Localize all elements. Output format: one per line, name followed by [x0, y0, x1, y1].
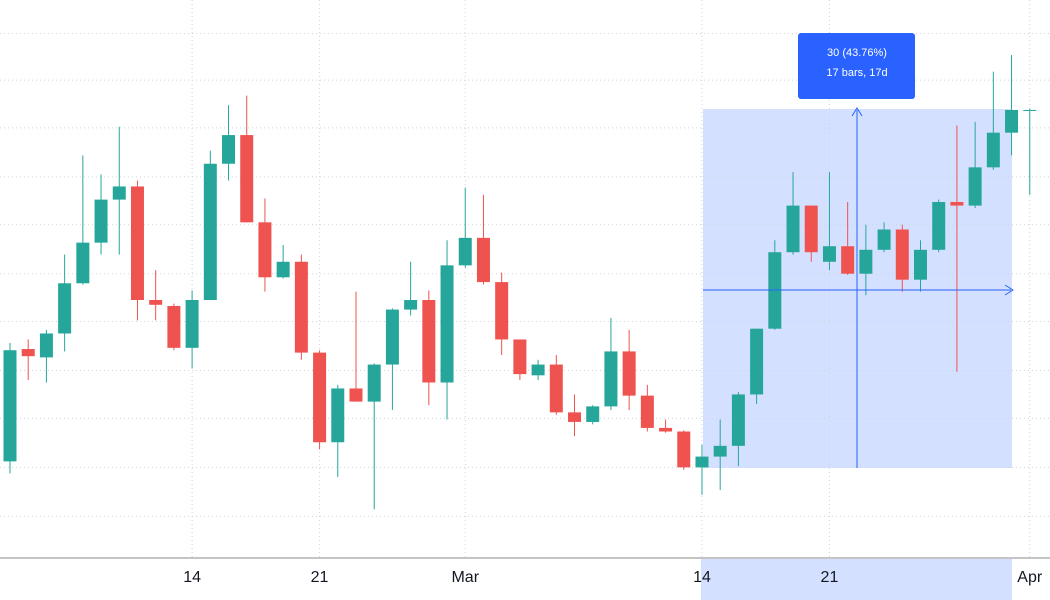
x-tick-label: 14 [693, 569, 711, 586]
body [112, 186, 126, 200]
body [331, 388, 345, 443]
body [822, 246, 836, 262]
body [1005, 109, 1019, 133]
x-tick-label: Mar [451, 569, 479, 586]
body [640, 395, 654, 428]
body [695, 456, 709, 468]
body [39, 333, 53, 358]
body [185, 300, 199, 348]
body [950, 202, 964, 206]
body [659, 427, 673, 432]
v-arrow-head [851, 107, 863, 117]
body [94, 199, 108, 243]
body [513, 339, 527, 375]
body [276, 261, 290, 278]
body [531, 364, 545, 376]
body [167, 305, 181, 348]
body [914, 249, 927, 280]
body [604, 351, 618, 407]
body [495, 282, 509, 340]
body [859, 249, 873, 274]
measure-detail: 17 bars, 17d [826, 67, 887, 79]
body [367, 364, 381, 402]
measure-label-box [798, 33, 915, 99]
body [222, 135, 236, 164]
x-labels: 14 21 Mar 14 21 Apr [183, 569, 1043, 586]
body [58, 283, 72, 334]
axis-range-highlight [701, 559, 1012, 600]
body [130, 186, 144, 301]
body [422, 300, 436, 383]
body [476, 237, 490, 283]
body [203, 163, 217, 301]
body [440, 265, 454, 383]
measure-label: 30 (43.76%) [827, 47, 887, 59]
body [404, 300, 418, 310]
body [313, 352, 327, 443]
body [895, 229, 909, 280]
body [986, 132, 1000, 168]
body [841, 246, 855, 274]
body [804, 205, 818, 253]
x-tick-label: 21 [821, 569, 839, 586]
body [294, 261, 308, 353]
body [968, 167, 982, 206]
body [877, 229, 891, 250]
body [149, 300, 163, 305]
body [622, 351, 636, 396]
body [1023, 109, 1037, 111]
body [76, 242, 90, 284]
body [240, 135, 254, 223]
body [21, 349, 35, 357]
body [3, 350, 17, 462]
x-tick-label: 14 [183, 569, 201, 586]
body [677, 431, 691, 468]
body [258, 222, 272, 278]
x-tick-label: 21 [311, 569, 329, 586]
h-arrow-head [1004, 284, 1014, 296]
body [568, 412, 582, 422]
measure-arrows [703, 107, 1014, 468]
body [458, 237, 472, 266]
body [586, 406, 600, 422]
body [385, 309, 399, 365]
body [349, 388, 363, 402]
body [786, 205, 800, 253]
body [549, 364, 563, 413]
body [713, 445, 727, 457]
candles [3, 54, 1037, 510]
body [932, 202, 946, 250]
body [750, 328, 764, 395]
x-tick-label: Apr [1017, 569, 1043, 586]
body [731, 394, 745, 446]
